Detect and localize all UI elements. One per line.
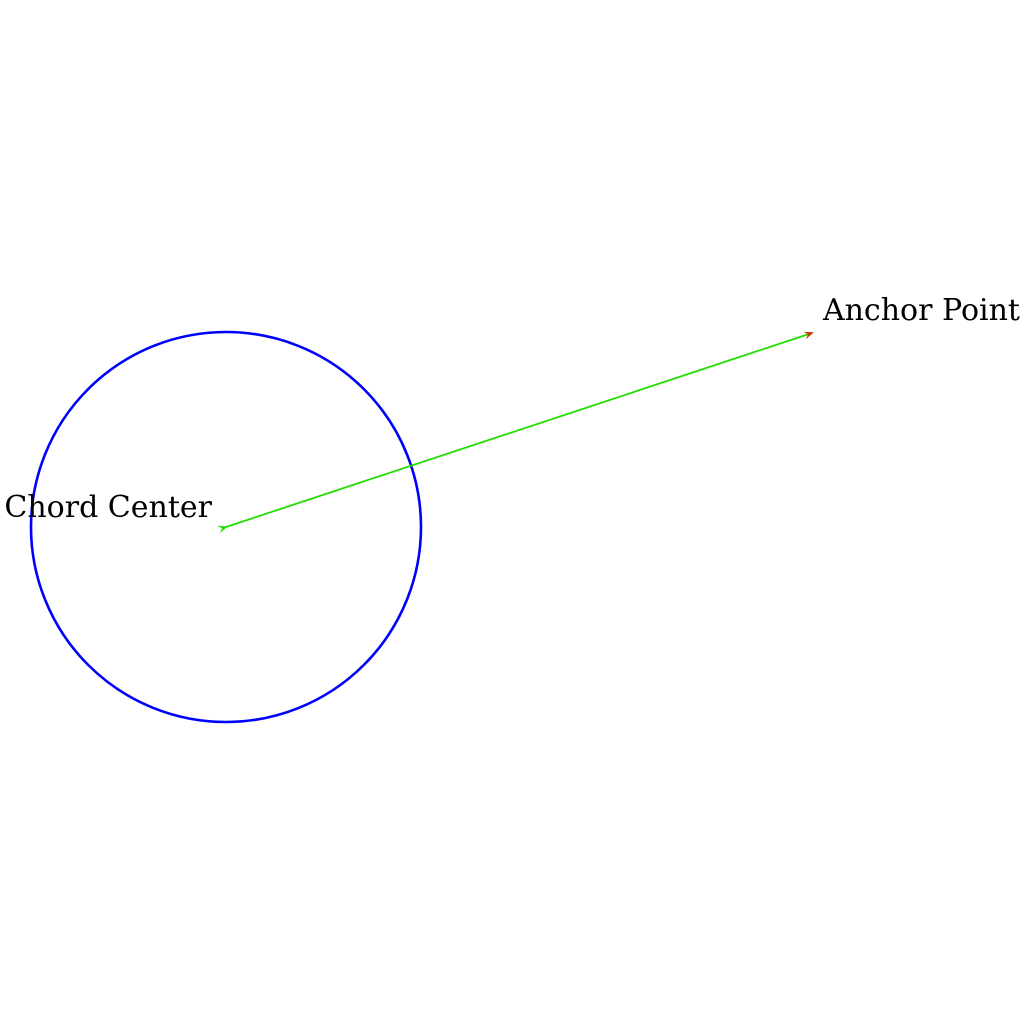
center-to-anchor-vector [217,331,814,534]
anchor-point-label: Anchor Point [822,293,1020,328]
chord-center-label: Chord Center [4,490,212,525]
